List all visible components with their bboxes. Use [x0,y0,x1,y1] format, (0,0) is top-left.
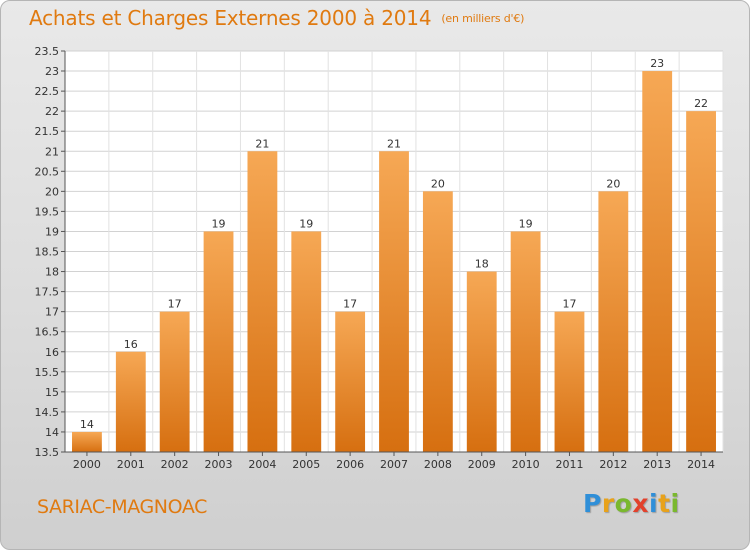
y-tick-label: 19.5 [35,205,60,218]
y-tick-label: 17.5 [35,286,60,299]
y-tick-label: 18.5 [35,246,60,259]
y-tick-label: 13.5 [35,446,60,459]
data-label-2007: 21 [387,137,401,150]
bar-2006 [335,311,366,452]
x-tick-label: 2012 [599,458,627,471]
y-tick-label: 22 [45,105,59,118]
data-label-2005: 19 [299,217,313,230]
data-label-2010: 19 [519,217,533,230]
bar-2013 [642,71,673,453]
data-label-2000: 14 [80,418,94,431]
data-label-2001: 16 [124,338,138,351]
data-label-2002: 17 [168,298,182,311]
y-tick-label: 15.5 [35,366,60,379]
bar-2011 [554,311,585,452]
chart-title-text: Achats et Charges Externes 2000 à 2014 [29,6,432,30]
logo-letter: i [670,489,680,518]
y-tick-label: 21.5 [35,125,60,138]
bar-2014 [686,111,716,453]
bar-2009 [466,271,497,452]
y-tick-label: 19 [45,225,59,238]
y-tick-label: 16 [45,346,59,359]
bar-2012 [598,191,629,452]
bar-2008 [422,191,453,452]
proxiti-logo: Proxiti [583,489,680,518]
x-tick-label: 2002 [161,458,189,471]
y-tick-label: 18 [45,266,59,279]
bar-2002 [159,311,190,452]
y-tick-label: 20.5 [35,165,60,178]
x-tick-label: 2008 [424,458,452,471]
commune-name: SARIAC-MAGNOAC [37,496,207,518]
axes: 13.5 14 14.5 15 15.5 16 16.5 17 17.5 18 18.5 19 19.5… [35,45,723,471]
y-tick-label: 21 [45,145,59,158]
y-tick-label: 16.5 [35,326,60,339]
y-tick-label: 17 [45,306,59,319]
y-tick-label: 15 [45,386,59,399]
x-tick-label: 2004 [248,458,276,471]
bar-2007 [379,151,409,452]
logo-letter: i [649,489,659,518]
x-tick-label: 2007 [380,458,408,471]
bar-2003 [203,231,234,452]
data-label-2014: 22 [694,97,708,110]
y-tick-label: 14.5 [35,406,60,419]
logo-letter: o [614,489,633,518]
x-tick-label: 2011 [555,458,583,471]
data-label-2012: 20 [606,177,620,190]
x-tick-label: 2003 [205,458,233,471]
y-tick-label: 14 [45,426,59,439]
x-tick-label: 2000 [73,458,101,471]
chart-title: Achats et Charges Externes 2000 à 2014 (e… [29,6,524,30]
y-tick-label: 23.5 [35,45,60,58]
y-tick-label: 20 [45,185,59,198]
y-tick-label: 22.5 [35,85,60,98]
data-label-2003: 19 [212,217,226,230]
chart-subtitle: (en milliers d'€) [441,12,525,25]
x-tick-label: 2006 [336,458,364,471]
y-tick-label: 23 [45,65,59,78]
data-label-2006: 17 [343,298,357,311]
data-label-2008: 20 [431,177,445,190]
bar-2000 [72,431,102,452]
logo-letter: P [583,489,602,518]
x-tick-label: 2001 [117,458,145,471]
x-tick-label: 2009 [468,458,496,471]
bar-2005 [291,231,322,452]
data-label-2009: 18 [475,258,489,271]
data-label-2004: 21 [255,137,269,150]
x-tick-label: 2010 [512,458,540,471]
data-label-2011: 17 [562,298,576,311]
logo-letter: r [601,489,615,518]
bar-2001 [115,351,146,452]
x-tick-label: 2005 [292,458,320,471]
bar-2010 [510,231,541,452]
data-label-2013: 23 [650,57,664,70]
x-tick-label: 2014 [687,458,715,471]
logo-letter: t [658,489,671,518]
bars: 14 16 17 19 21 19 17 21 20 18 19 17 20 23 22 [72,57,716,453]
logo-letter: x [632,489,649,518]
x-tick-label: 2013 [643,458,671,471]
bar-2004 [247,151,278,452]
